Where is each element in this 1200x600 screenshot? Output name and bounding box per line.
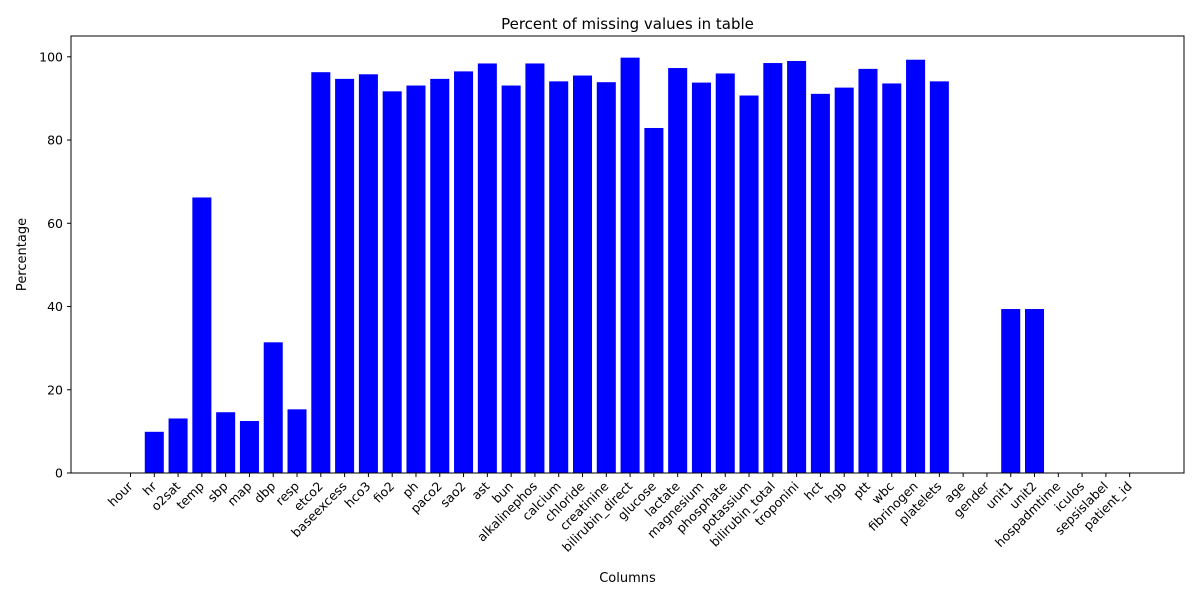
bar-bilirubin_direct [620, 57, 640, 473]
bar-hgb [834, 87, 854, 474]
bar-bilirubin_total [763, 63, 783, 474]
chart-title: Percent of missing values in table [501, 15, 754, 33]
bar-dbp [263, 342, 283, 473]
x-axis-title: Columns [599, 571, 656, 586]
bar-glucose [644, 127, 664, 473]
bars-group [144, 57, 1045, 474]
y-tick-label: 0 [55, 466, 63, 481]
y-axis-ticks: 0 20 40 60 80 100 [39, 49, 71, 481]
bar-baseexcess [335, 78, 355, 474]
bar-potassium [739, 95, 759, 474]
bar-ph [406, 85, 426, 473]
bar-etco2 [311, 72, 331, 474]
bar-temp [192, 197, 212, 474]
bar-paco2 [430, 78, 450, 474]
bar-ptt [858, 68, 878, 473]
y-tick-label: 40 [47, 299, 63, 314]
bar-map [239, 420, 259, 473]
y-axis-title: Percentage [15, 218, 30, 291]
bar-unit1 [1001, 309, 1021, 473]
bar-calcium [549, 81, 569, 474]
bar-fio2 [382, 91, 402, 473]
bar-platelets [929, 81, 949, 474]
bar-lactate [668, 68, 688, 474]
bar-creatinine [596, 82, 616, 473]
y-tick-label: 60 [47, 216, 63, 231]
bar-hco3 [358, 74, 378, 473]
bar-hr [144, 431, 164, 473]
bar-ast [477, 63, 497, 473]
bar-magnesium [691, 82, 711, 474]
bar-chloride [572, 75, 593, 473]
bar-phosphate [715, 73, 735, 474]
y-tick-label: 20 [47, 382, 63, 397]
bar-resp [287, 409, 307, 473]
bar-hct [810, 93, 830, 473]
bar-unit2 [1025, 309, 1045, 473]
bar-bun [501, 85, 521, 473]
y-tick-label: 100 [39, 49, 63, 64]
bar-wbc [882, 83, 902, 473]
bar-troponini [787, 60, 807, 473]
plot-frame [70, 35, 1185, 474]
bar-sao2 [454, 71, 474, 473]
y-tick-label: 80 [47, 133, 63, 148]
bar-sbp [216, 412, 236, 473]
bar-alkalinephos [525, 63, 545, 473]
bar-o2sat [168, 418, 188, 473]
bar-fibrinogen [906, 59, 926, 473]
